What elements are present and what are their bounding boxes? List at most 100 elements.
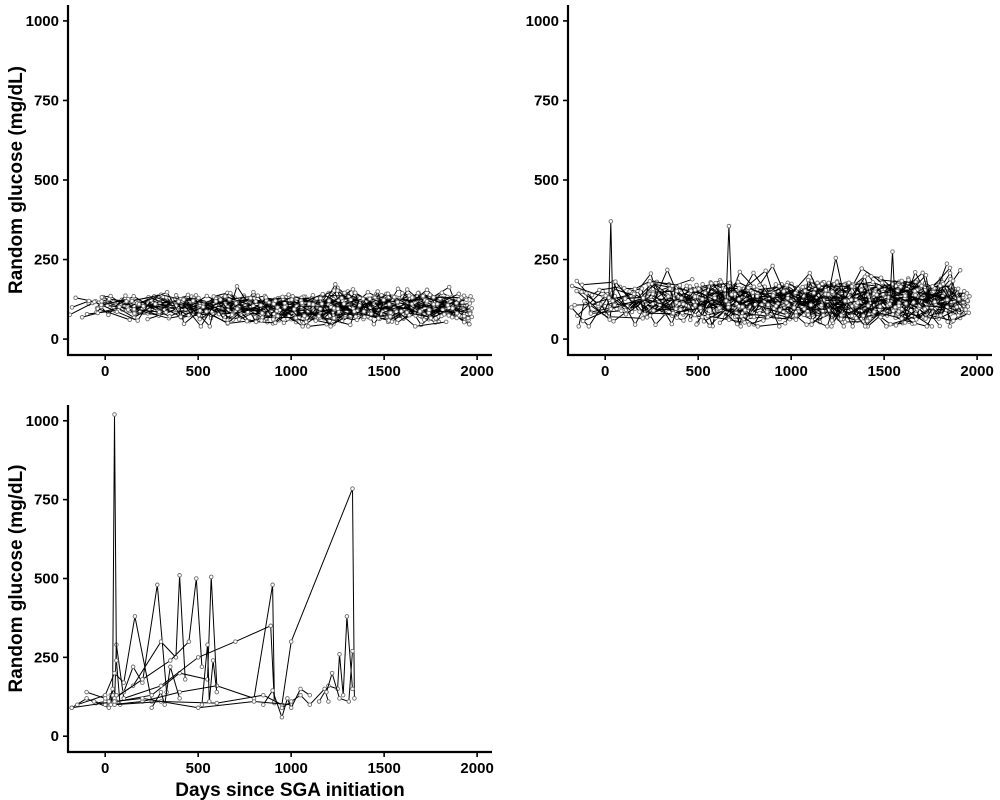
data-point	[841, 324, 847, 329]
data-point	[99, 299, 104, 304]
data-point	[765, 302, 771, 307]
data-point	[791, 305, 797, 310]
data-point	[726, 317, 732, 323]
data-point	[162, 702, 167, 707]
data-point	[386, 302, 392, 307]
data-point	[417, 309, 423, 314]
data-point	[99, 302, 104, 308]
data-point	[275, 313, 280, 319]
data-point	[829, 324, 834, 329]
data-point	[802, 288, 808, 294]
data-point	[69, 705, 74, 711]
data-point	[350, 686, 355, 692]
data-point	[692, 287, 698, 293]
x-tick-label: 1000	[274, 760, 307, 777]
data-point	[326, 699, 331, 704]
data-point	[923, 272, 929, 278]
data-point	[141, 303, 146, 309]
y-tick-label: 500	[34, 172, 59, 189]
data-point	[236, 317, 242, 322]
data-point	[424, 287, 430, 293]
data-point	[352, 309, 357, 314]
data-point	[176, 299, 181, 304]
data-point	[470, 298, 475, 303]
data-point	[163, 310, 169, 315]
data-point	[950, 278, 956, 284]
data-point	[967, 294, 972, 299]
data-point	[709, 281, 714, 286]
data-point	[737, 269, 743, 275]
data-point	[903, 301, 909, 306]
data-point	[106, 312, 111, 318]
data-point	[288, 699, 294, 704]
data-point	[204, 293, 210, 299]
data-point	[208, 574, 214, 580]
data-point	[607, 317, 612, 322]
data-point	[742, 320, 747, 325]
data-point	[348, 322, 353, 328]
data-point	[688, 317, 693, 323]
data-point	[424, 298, 430, 304]
data-point	[938, 313, 943, 318]
data-point	[335, 288, 340, 293]
data-point	[114, 692, 119, 698]
data-point	[439, 290, 445, 295]
series-line	[725, 287, 869, 328]
data-point	[899, 278, 904, 284]
data-point	[199, 702, 205, 707]
data-point	[611, 319, 616, 324]
data-point	[665, 267, 670, 273]
x-tick-label: 1000	[774, 363, 807, 380]
plot-area	[69, 412, 357, 720]
data-point	[919, 283, 924, 289]
data-point	[834, 280, 840, 285]
data-point	[580, 318, 586, 324]
x-tick-label: 500	[186, 760, 211, 777]
y-tick-label: 500	[534, 172, 559, 189]
data-point	[899, 316, 904, 321]
data-point	[735, 279, 741, 285]
series-line	[608, 221, 614, 301]
data-point	[878, 275, 884, 280]
panel-bottom-left: 0 250 500 750 1000 0 500 1000 1500 2000 Random glu…	[6, 405, 494, 800]
data-point	[318, 295, 323, 301]
data-point	[912, 288, 918, 294]
data-point	[353, 314, 358, 319]
data-point	[155, 582, 160, 588]
data-point	[692, 294, 698, 299]
data-point	[853, 315, 859, 321]
data-point	[360, 296, 366, 302]
data-point	[801, 306, 807, 312]
data-point	[259, 311, 265, 316]
data-point	[268, 623, 273, 629]
data-point	[132, 311, 137, 316]
data-point	[251, 699, 257, 704]
data-point	[326, 298, 332, 304]
data-point	[736, 297, 742, 302]
data-point	[736, 286, 742, 291]
x-tick-label: 500	[186, 363, 211, 380]
data-point	[310, 302, 316, 307]
data-point	[694, 322, 699, 327]
data-point	[888, 321, 893, 327]
data-point	[381, 297, 386, 303]
data-point	[842, 319, 848, 325]
data-point	[867, 315, 873, 321]
series-line	[803, 285, 959, 317]
data-point	[700, 314, 705, 320]
data-point	[622, 296, 628, 301]
data-point	[669, 321, 675, 327]
data-point	[185, 292, 191, 298]
data-point	[902, 293, 908, 298]
data-point	[195, 705, 201, 711]
data-point	[186, 639, 192, 644]
data-point	[932, 299, 937, 305]
data-point	[808, 302, 814, 308]
data-point	[149, 705, 154, 711]
data-point	[218, 297, 223, 302]
data-point	[140, 696, 145, 701]
data-point	[158, 639, 164, 644]
data-point	[450, 306, 455, 311]
data-point	[168, 664, 173, 670]
panel-top-left: 0 250 500 750 1000 0 500 1000 1500 2000 Random glu…	[6, 5, 494, 380]
